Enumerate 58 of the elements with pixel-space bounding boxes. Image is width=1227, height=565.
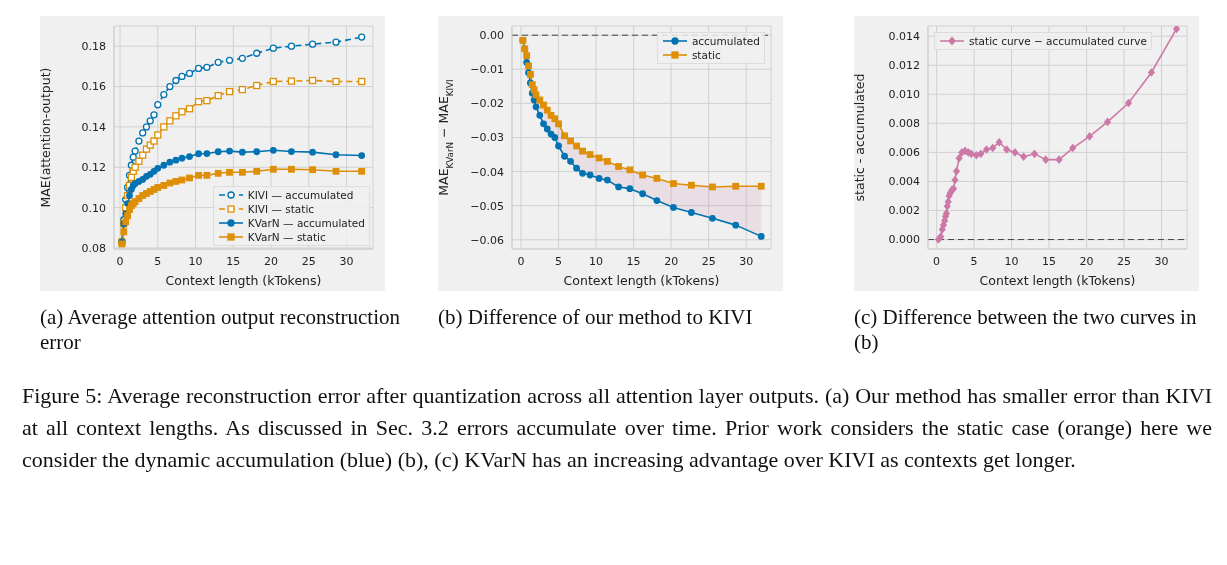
legend-label: KIVI — static (247, 203, 315, 215)
x-tick-label: 30 (1154, 254, 1169, 268)
x-tick-label: 15 (226, 254, 241, 268)
y-tick-label: 0.002 (888, 204, 920, 218)
x-axis-title: Context length (kTokens) (165, 273, 322, 288)
y-tick-label: 0.08 (81, 241, 106, 255)
x-tick-label: 5 (154, 254, 162, 268)
y-tick-label: 0.00 (479, 29, 504, 43)
legend-label: KVarN — static (247, 231, 326, 243)
x-tick-label: 30 (339, 254, 354, 268)
y-tick-label: 0.004 (888, 175, 920, 189)
legend-label: KVarN — accumulated (247, 217, 365, 229)
text: (b) Difference of our method to KIVI (438, 305, 754, 330)
y-tick-label: 0.16 (81, 80, 106, 94)
y-tick-label: −0.04 (470, 165, 504, 179)
y-tick-label: 0.012 (888, 59, 920, 73)
y-tick-label: 0.006 (888, 146, 920, 160)
legend-label: static curve − accumulated curve (969, 35, 1147, 47)
legend-label: static (691, 49, 721, 61)
y-tick-label: 0.10 (81, 201, 106, 215)
x-tick-label: 0 (933, 254, 941, 268)
legend-label: KIVI — accumulated (247, 189, 354, 201)
x-tick-label: 15 (1042, 254, 1057, 268)
y-tick-label: 0.18 (81, 40, 106, 54)
y-tick-label: −0.05 (470, 199, 504, 213)
text: (c) Difference between the two curves in (b) (854, 305, 1198, 355)
y-tick-label: 0.014 (888, 30, 920, 44)
x-tick-label: 25 (701, 254, 716, 268)
x-tick-label: 20 (264, 254, 279, 268)
x-tick-label: 5 (970, 254, 978, 268)
x-tick-label: 0 (116, 254, 124, 268)
caption: Figure 5: Average reconstruction error after quantization across all attention layer outputs. (a) Our method has smaller error than KIVI at all context lengths. As discussed in Sec. 3.2 errors accumulate over time. Prior work considers the static case (orange) here we consider the dynamic accumulation (blue) (b), (c) KVarN has an increasing advantage over KIVI as contexts get longer. (22, 382, 1212, 474)
legend-label: accumulated (691, 35, 760, 47)
y-tick-label: −0.01 (470, 63, 504, 77)
x-tick-label: 10 (1004, 254, 1019, 268)
x-tick-label: 25 (1117, 254, 1132, 268)
x-tick-label: 20 (1079, 254, 1094, 268)
x-tick-label: 25 (301, 254, 316, 268)
x-tick-label: 10 (188, 254, 203, 268)
x-tick-label: 30 (739, 254, 754, 268)
x-axis-title: Context length (kTokens) (979, 273, 1136, 288)
y-axis-title: static - accumulated (852, 73, 867, 202)
x-tick-label: 10 (589, 254, 604, 268)
x-tick-label: 20 (664, 254, 679, 268)
y-tick-label: 0.14 (81, 120, 106, 134)
y-tick-label: 0.12 (81, 161, 106, 175)
y-tick-label: 0.010 (888, 88, 920, 102)
y-tick-label: 0.008 (888, 117, 920, 131)
y-tick-label: −0.03 (470, 131, 504, 145)
x-tick-label: 5 (555, 254, 563, 268)
y-tick-label: −0.02 (470, 97, 504, 111)
x-axis-title: Context length (kTokens) (563, 273, 720, 288)
y-tick-label: −0.06 (470, 233, 504, 247)
y-axis-title: MAE(attention-output) (38, 67, 53, 208)
x-tick-label: 0 (517, 254, 525, 268)
y-tick-label: 0.000 (888, 233, 920, 247)
x-tick-label: 15 (626, 254, 641, 268)
text: (a) Average attention output reconstruction error (40, 305, 401, 355)
